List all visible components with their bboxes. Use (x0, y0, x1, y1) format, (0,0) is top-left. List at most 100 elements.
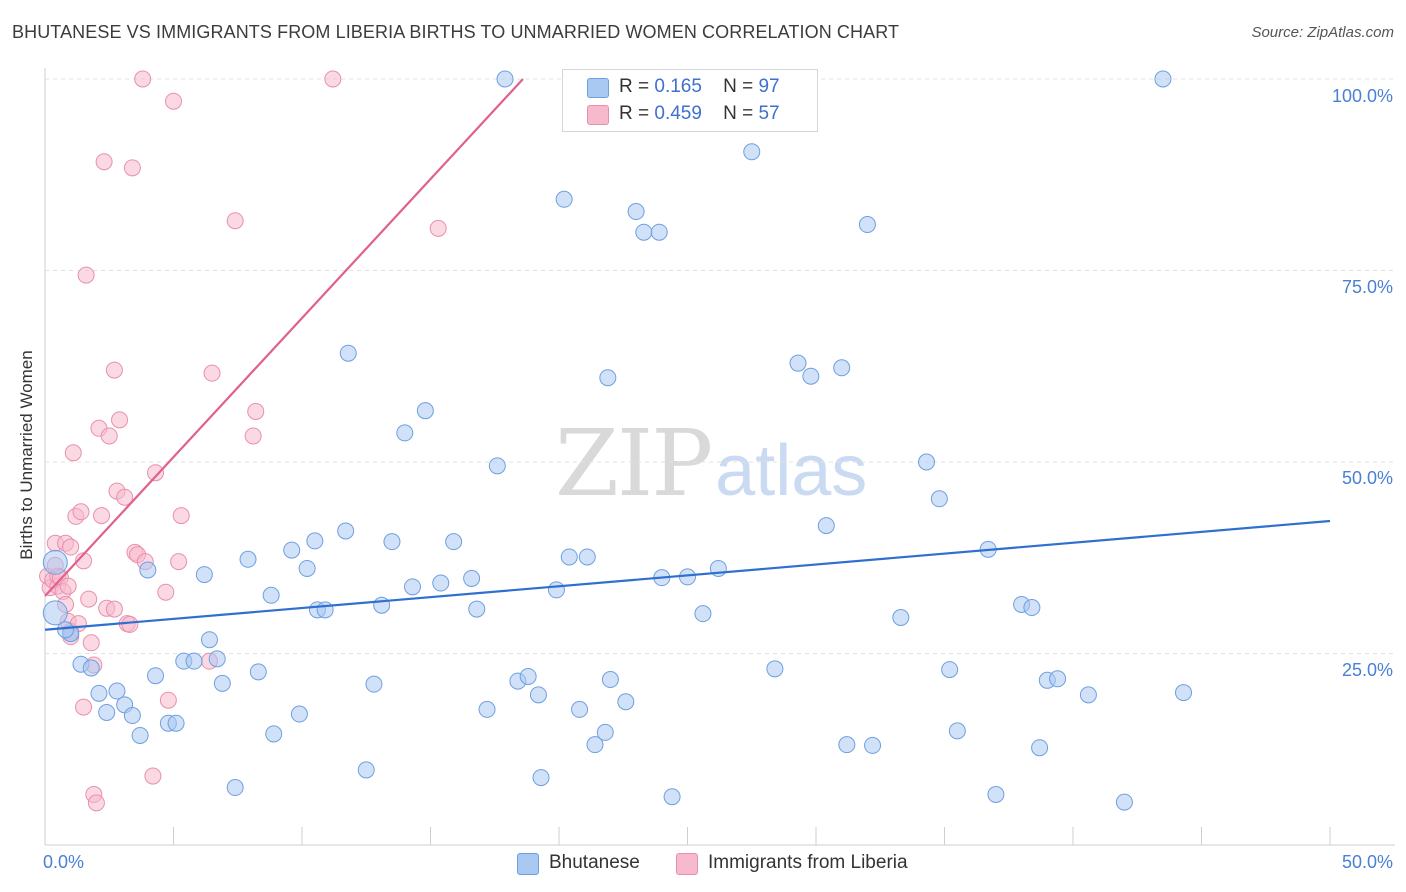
trend-lines (44, 78, 1331, 631)
data-point-bhutanese (200, 631, 218, 649)
y-tick-label-25: 25.0% (1341, 660, 1393, 680)
data-point-bhutanese (265, 725, 283, 743)
data-point-bhutanese (1175, 684, 1193, 702)
legend-r-label: R = (619, 76, 650, 97)
data-point-bhutanese (416, 402, 434, 420)
legend-r-value-bhutanese: 0.165 (654, 76, 702, 97)
legend-swatch-pink (587, 105, 609, 125)
data-point-bhutanese (496, 70, 514, 88)
data-point-bhutanese (463, 569, 481, 587)
data-point-bhutanese (283, 541, 301, 559)
data-point-liberia (95, 153, 113, 171)
data-point-liberia (82, 634, 100, 652)
data-point-liberia (59, 577, 77, 595)
data-point-bhutanese (337, 522, 355, 540)
data-point-bhutanese (357, 761, 375, 779)
data-point-liberia (429, 219, 447, 237)
source-credit: Source: ZipAtlas.com (1251, 24, 1394, 41)
data-point-liberia (100, 427, 118, 445)
legend-r-label: R = (619, 103, 650, 124)
data-point-bhutanese (123, 707, 141, 725)
data-point-liberia (247, 402, 265, 420)
trend-line-bhutanese (44, 519, 1331, 631)
data-point-liberia (105, 361, 123, 379)
watermark-zip: ZIP (555, 410, 713, 517)
data-point-liberia (144, 767, 162, 785)
legend-n-value-bhutanese: 97 (758, 76, 780, 97)
data-point-bhutanese (139, 561, 157, 579)
data-point-liberia (121, 615, 139, 633)
data-point-bhutanese (82, 659, 100, 677)
data-point-bhutanese (987, 785, 1005, 803)
data-point-bhutanese (445, 533, 463, 551)
data-point-liberia (75, 698, 93, 716)
data-point-bhutanese (213, 674, 231, 692)
data-point-bhutanese (383, 533, 401, 551)
data-point-bhutanese (42, 549, 68, 575)
data-point-bhutanese (432, 574, 450, 592)
data-point-liberia (226, 212, 244, 230)
data-point-liberia (87, 794, 105, 812)
data-point-liberia (157, 583, 175, 601)
legend-n-label: N = (723, 76, 754, 97)
series-legend-label-bhutanese: Bhutanese (549, 852, 640, 873)
data-point-liberia (72, 503, 90, 521)
data-point-bhutanese (599, 369, 617, 387)
data-point-liberia (123, 159, 141, 177)
liberia-points (39, 70, 447, 812)
data-point-bhutanese (306, 532, 324, 550)
data-point-bhutanese (571, 700, 589, 718)
data-point-bhutanese (532, 769, 550, 787)
data-point-bhutanese (1049, 670, 1067, 688)
data-point-liberia (80, 590, 98, 608)
data-point-bhutanese (316, 601, 334, 619)
data-point-bhutanese (601, 671, 619, 689)
data-point-bhutanese (617, 693, 635, 711)
data-point-bhutanese (404, 578, 422, 596)
data-point-bhutanese (578, 548, 596, 566)
data-point-bhutanese (694, 605, 712, 623)
data-point-bhutanese (1115, 793, 1133, 811)
data-point-liberia (64, 444, 82, 462)
data-point-bhutanese (560, 548, 578, 566)
data-point-bhutanese (817, 517, 835, 535)
data-point-bhutanese (1154, 70, 1172, 88)
data-point-bhutanese (396, 424, 414, 442)
data-point-bhutanese (1079, 686, 1097, 704)
series-swatch-blue (517, 853, 539, 875)
data-point-bhutanese (930, 490, 948, 508)
data-point-bhutanese (864, 736, 882, 754)
data-point-bhutanese (838, 736, 856, 754)
watermark: ZIPatlas (555, 410, 867, 517)
data-point-liberia (165, 92, 182, 110)
data-point-bhutanese (635, 223, 653, 241)
axes (44, 68, 1395, 846)
legend-n-value-liberia: 57 (758, 103, 780, 124)
trend-line-liberia (44, 78, 524, 597)
series-swatch-pink (676, 853, 698, 875)
data-point-bhutanese (596, 723, 614, 741)
data-point-liberia (105, 600, 123, 618)
data-point-liberia (111, 411, 129, 429)
data-point-liberia (203, 364, 221, 382)
data-point-bhutanese (208, 650, 226, 668)
data-point-bhutanese (98, 703, 116, 721)
data-point-bhutanese (226, 779, 244, 797)
data-point-bhutanese (555, 190, 573, 208)
data-point-bhutanese (468, 600, 486, 618)
data-point-bhutanese (90, 684, 108, 702)
data-point-liberia (172, 507, 190, 525)
data-point-bhutanese (290, 705, 308, 723)
data-point-liberia (134, 70, 152, 88)
data-point-liberia (93, 507, 111, 525)
y-tick-label-100: 100.0% (1331, 86, 1393, 106)
data-point-bhutanese (586, 736, 604, 754)
data-point-bhutanese (1031, 739, 1049, 757)
data-point-bhutanese (262, 586, 280, 604)
x-tick-label-min: 0.0% (43, 852, 85, 872)
series-legend-label-liberia: Immigrants from Liberia (708, 852, 908, 873)
legend-n-label: N = (723, 103, 754, 124)
data-point-bhutanese (941, 661, 959, 679)
data-point-liberia (244, 427, 262, 445)
